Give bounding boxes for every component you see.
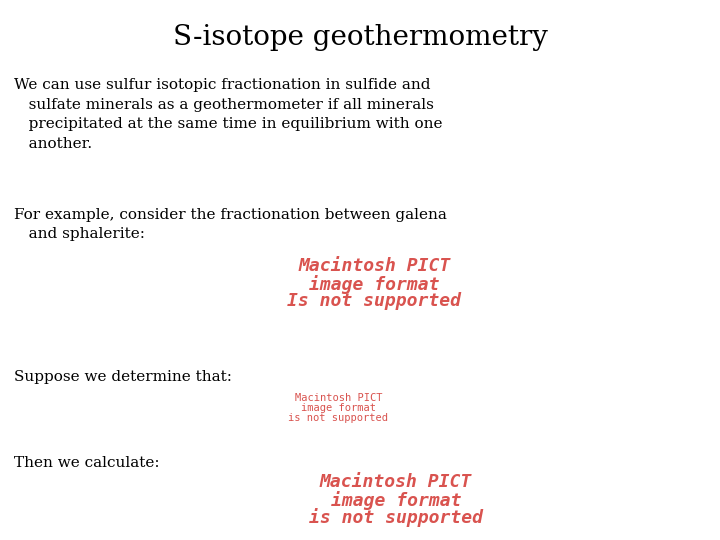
Text: S-isotope geothermometry: S-isotope geothermometry — [173, 24, 547, 51]
Text: image format: image format — [309, 275, 440, 294]
Text: is not supported: is not supported — [289, 413, 388, 423]
Text: Macintosh PICT: Macintosh PICT — [320, 473, 472, 491]
Text: image format: image format — [301, 403, 376, 413]
Text: image format: image format — [330, 491, 462, 510]
Text: Suppose we determine that:: Suppose we determine that: — [14, 370, 233, 384]
Text: We can use sulfur isotopic fractionation in sulfide and
   sulfate minerals as a: We can use sulfur isotopic fractionation… — [14, 78, 443, 151]
Text: Macintosh PICT: Macintosh PICT — [294, 393, 382, 402]
Text: is not supported: is not supported — [309, 508, 483, 527]
Text: Macintosh PICT: Macintosh PICT — [298, 257, 451, 275]
Text: For example, consider the fractionation between galena
   and sphalerite:: For example, consider the fractionation … — [14, 208, 447, 241]
Text: Is not supported: Is not supported — [287, 292, 462, 310]
Text: Then we calculate:: Then we calculate: — [14, 456, 160, 470]
